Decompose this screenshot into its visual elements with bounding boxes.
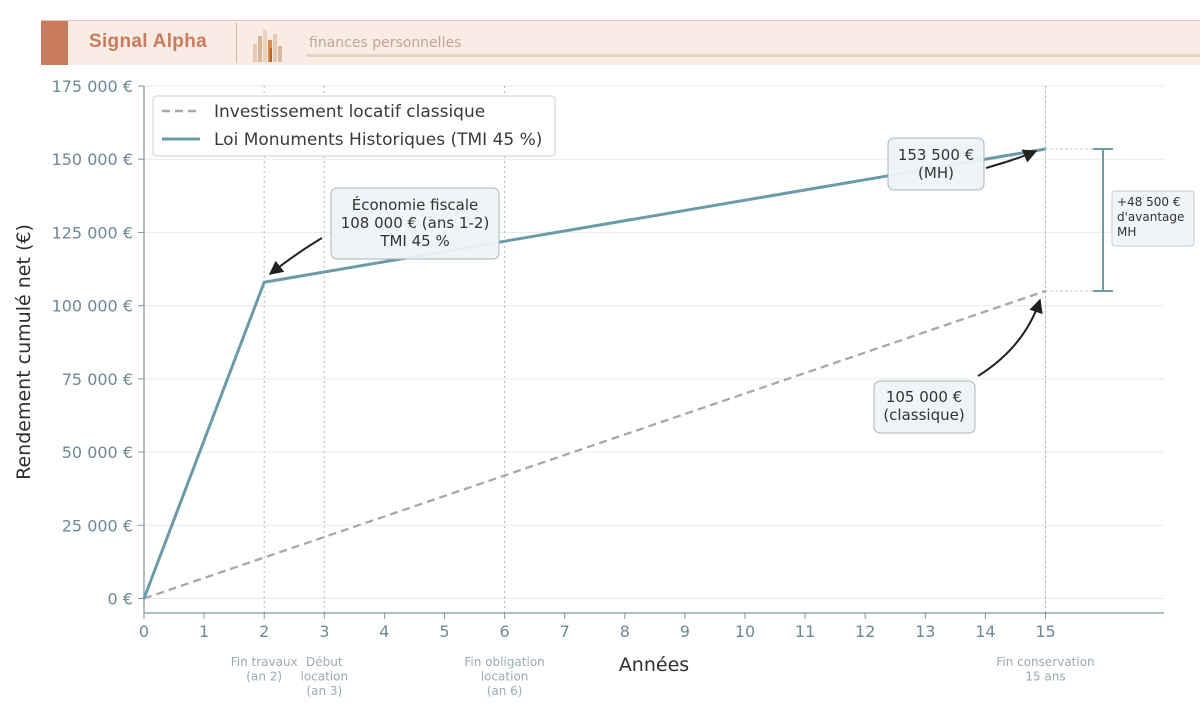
callout-arrow: [268, 237, 323, 275]
x-tick-label: 0: [139, 622, 149, 641]
callout-text: 153 500 €: [898, 146, 974, 164]
milestone-label: Fin obligation: [464, 655, 544, 669]
callout-classique-final: 105 000 €(classique): [873, 298, 1043, 434]
y-tick-label: 125 000 €: [52, 223, 133, 242]
y-axis-label: Rendement cumulé net (€): [13, 224, 35, 480]
header-rule: [307, 54, 1200, 57]
legend: Investissement locatif classique Loi Mon…: [152, 95, 556, 157]
legend-label-classique: Investissement locatif classique: [214, 102, 485, 122]
x-tick-label: 1: [199, 622, 209, 641]
milestone-label: Fin travaux: [231, 655, 298, 669]
x-tick-label: 14: [975, 622, 995, 641]
header-separator: [236, 23, 237, 63]
callout-box: [873, 380, 976, 434]
series-lines: [142, 147, 1046, 600]
tick-labels: 0 € 25 000 € 50 000 € 75 000 € 100 000 € 125 …: [52, 77, 1056, 641]
x-tick-label: 9: [680, 622, 690, 641]
callout-text: 108 000 € (ans 1-2): [341, 214, 490, 232]
milestone-label: (an 3): [306, 684, 342, 698]
callout-box: [330, 187, 500, 260]
series-line-mh: [142, 147, 1046, 600]
callout-text: Économie fiscale: [352, 195, 478, 214]
callout-mh-final: 153 500 €(MH): [887, 137, 1038, 191]
milestone-label: (an 2): [246, 670, 282, 684]
milestone-label: Fin conservation: [996, 655, 1094, 669]
legend-label-mh: Loi Monuments Historiques (TMI 45 %): [214, 130, 542, 150]
y-tick-label: 175 000 €: [52, 77, 133, 96]
callout-arrow: [977, 298, 1043, 377]
advantage-box: [1111, 190, 1195, 247]
advantage-label: MH: [1117, 225, 1136, 239]
callout-box: [887, 137, 985, 191]
brand-color-block: [41, 21, 68, 65]
advantage-label: +48 500 €: [1117, 195, 1181, 209]
milestone-label: location: [300, 670, 348, 684]
y-tick-label: 0 €: [108, 590, 133, 609]
milestone-label: (an 6): [487, 684, 523, 698]
x-tick-label: 13: [915, 622, 935, 641]
x-tick-label: 15: [1035, 622, 1055, 641]
y-tick-label: 100 000 €: [52, 297, 133, 316]
x-tick-label: 5: [439, 622, 449, 641]
milestone-label: Début: [306, 655, 343, 669]
header: Signal Alpha finances personnelles: [41, 20, 1200, 65]
callout-arrow: [985, 149, 1038, 169]
x-tick-label: 4: [379, 622, 389, 641]
grid-lines: [144, 85, 1164, 613]
milestone-label: 15 ans: [1025, 670, 1065, 684]
header-subtitle: finances personnelles: [309, 35, 462, 51]
x-tick-label: 3: [319, 622, 329, 641]
y-tick-label: 150 000 €: [52, 150, 133, 169]
legend-box: [152, 95, 556, 157]
callout-text: TMI 45 %: [379, 232, 449, 250]
series-line-classique: [143, 289, 1046, 600]
milestone-label: location: [481, 670, 529, 684]
milestone-annotation: Fin travaux(an 2): [231, 655, 298, 684]
x-axis-label: Années: [619, 654, 689, 676]
x-tick-label: 6: [500, 622, 510, 641]
advantage-label: d'avantage: [1117, 210, 1184, 224]
x-tick-label: 7: [560, 622, 570, 641]
callout-text: 105 000 €: [886, 388, 962, 406]
x-tick-label: 2: [259, 622, 269, 641]
x-tick-label: 11: [795, 622, 815, 641]
x-tick-label: 10: [735, 622, 755, 641]
y-tick-label: 25 000 €: [62, 516, 133, 535]
axes: [138, 85, 1164, 619]
callout-text: (classique): [883, 406, 964, 424]
brand-name: Signal Alpha: [89, 31, 207, 52]
x-tick-label: 12: [855, 622, 875, 641]
y-tick-label: 75 000 €: [62, 370, 133, 389]
callout-text: (MH): [918, 164, 954, 182]
x-tick-label: 8: [620, 622, 630, 641]
bar-chart-logo-icon: [253, 30, 282, 62]
y-tick-label: 50 000 €: [62, 443, 133, 462]
